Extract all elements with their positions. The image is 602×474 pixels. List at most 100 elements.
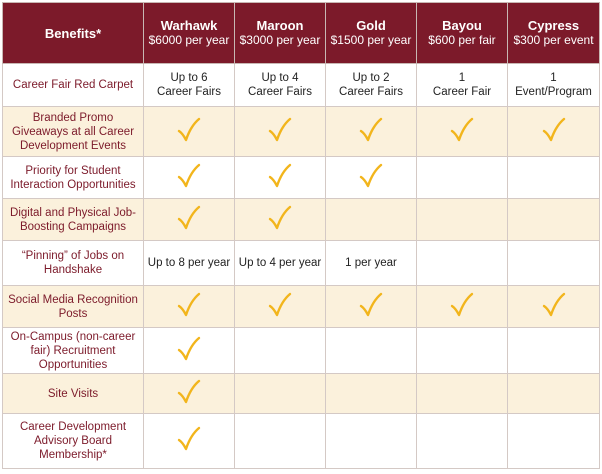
table-row: Site Visits xyxy=(2,373,600,414)
empty-cell xyxy=(325,373,417,414)
checkmark-icon xyxy=(176,116,202,144)
benefit-value-cell: Up to 2 Career Fairs xyxy=(325,63,417,107)
empty-cell xyxy=(325,327,417,374)
checkmark-icon xyxy=(267,291,293,319)
benefit-cell: “Pinning” of Jobs on Handshake xyxy=(2,240,144,286)
tier-price: $6000 per year xyxy=(148,33,230,47)
tier-header-warhawk: Warhawk $6000 per year xyxy=(143,2,235,64)
benefit-value: Up to 4 per year xyxy=(238,257,322,269)
benefit-included-cell xyxy=(234,198,326,241)
benefit-label: Site Visits xyxy=(47,387,99,400)
checkmark-icon xyxy=(176,291,202,319)
benefit-value: Event/Program xyxy=(515,86,592,98)
benefit-cell: Career Fair Red Carpet xyxy=(2,63,144,107)
benefit-label: On-Campus (non-career xyxy=(10,330,136,343)
benefit-value: Up to 8 per year xyxy=(147,257,231,269)
benefit-label: Career Fair Red Carpet xyxy=(12,79,134,91)
benefit-included-cell xyxy=(507,106,600,157)
benefit-value: Career Fairs xyxy=(157,86,221,98)
benefit-label: Boosting Campaigns xyxy=(19,220,127,233)
benefit-included-cell xyxy=(143,106,235,157)
benefits-header: Benefits* xyxy=(2,2,144,64)
benefit-cell: On-Campus (non-career fair) Recruitment Op… xyxy=(2,327,144,374)
benefit-included-cell xyxy=(143,413,235,469)
checkmark-icon xyxy=(176,425,202,453)
checkmark-icon xyxy=(267,116,293,144)
benefit-label: Posts xyxy=(58,307,88,320)
empty-cell xyxy=(234,413,326,469)
benefit-label: Opportunities xyxy=(38,358,108,371)
empty-cell xyxy=(507,413,600,469)
table-row: Social Media Recognition Posts xyxy=(2,285,600,328)
empty-cell xyxy=(507,327,600,374)
empty-cell xyxy=(234,327,326,374)
benefit-cell: Career Development Advisory Board Membersh… xyxy=(2,413,144,469)
checkmark-icon xyxy=(358,162,384,190)
benefit-label: Branded Promo xyxy=(32,111,114,124)
empty-cell xyxy=(416,327,508,374)
benefit-cell: Branded Promo Giveaways at all Career Deve… xyxy=(2,106,144,157)
empty-cell xyxy=(416,240,508,286)
benefit-included-cell xyxy=(234,285,326,328)
benefit-included-cell xyxy=(234,156,326,199)
empty-cell xyxy=(416,156,508,199)
checkmark-icon xyxy=(176,378,202,406)
empty-cell xyxy=(325,198,417,241)
tier-header-maroon: Maroon $3000 per year xyxy=(234,2,326,64)
benefit-value: Up to 4 xyxy=(261,72,299,84)
tier-name: Bayou xyxy=(442,18,482,33)
benefit-label: Career Development xyxy=(19,421,127,433)
checkmark-icon xyxy=(358,116,384,144)
benefit-included-cell xyxy=(416,285,508,328)
empty-cell xyxy=(416,198,508,241)
benefit-value-cell: 1 Career Fair xyxy=(416,63,508,107)
table-row: On-Campus (non-career fair) Recruitment Op… xyxy=(2,327,600,374)
benefit-cell: Social Media Recognition Posts xyxy=(2,285,144,328)
benefits-table: Benefits* Warhawk $6000 per year Maroon … xyxy=(2,2,600,469)
checkmark-icon xyxy=(541,291,567,319)
benefit-included-cell xyxy=(143,198,235,241)
benefit-included-cell xyxy=(416,106,508,157)
benefit-value-cell: Up to 4 per year xyxy=(234,240,326,286)
table-row: Career Fair Red Carpet Up to 6 Career Fair… xyxy=(2,63,600,107)
benefit-label: Digital and Physical Job- xyxy=(10,206,136,219)
benefit-label: “Pinning” of Jobs on xyxy=(21,250,125,262)
tier-header-cypress: Cypress $300 per event xyxy=(507,2,600,64)
tier-price: $600 per fair xyxy=(428,33,496,47)
benefit-value-cell: 1 Event/Program xyxy=(507,63,600,107)
benefit-label: Giveaways at all Career xyxy=(11,125,135,138)
benefit-value: Up to 2 xyxy=(352,72,390,84)
empty-cell xyxy=(507,373,600,414)
benefit-included-cell xyxy=(325,106,417,157)
benefit-label: Interaction Opportunities xyxy=(10,178,136,191)
checkmark-icon xyxy=(449,291,475,319)
benefit-label: Handshake xyxy=(43,264,103,276)
benefit-value: Career Fair xyxy=(432,86,492,98)
tier-header-bayou: Bayou $600 per fair xyxy=(416,2,508,64)
table-row: Digital and Physical Job- Boosting Campai… xyxy=(2,198,600,241)
benefit-label: Priority for Student xyxy=(25,164,121,177)
benefit-cell: Digital and Physical Job- Boosting Campai… xyxy=(2,198,144,241)
table-row: Branded Promo Giveaways at all Career Deve… xyxy=(2,106,600,157)
table-row: Career Development Advisory Board Membersh… xyxy=(2,413,600,469)
empty-cell xyxy=(507,156,600,199)
checkmark-icon xyxy=(176,335,202,363)
empty-cell xyxy=(325,413,417,469)
benefit-value: Career Fairs xyxy=(248,86,312,98)
benefit-label: Social Media Recognition xyxy=(8,293,138,306)
benefits-body: Career Fair Red Carpet Up to 6 Career Fair… xyxy=(2,63,600,469)
header-row: Benefits* Warhawk $6000 per year Maroon … xyxy=(2,2,600,64)
benefit-cell: Priority for Student Interaction Opportun… xyxy=(2,156,144,199)
benefit-included-cell xyxy=(143,327,235,374)
benefit-label: Advisory Board xyxy=(34,435,112,447)
checkmark-icon xyxy=(267,204,293,232)
empty-cell xyxy=(507,240,600,286)
benefit-included-cell xyxy=(325,285,417,328)
checkmark-icon xyxy=(176,162,202,190)
benefit-cell: Site Visits xyxy=(2,373,144,414)
tier-price: $300 per event xyxy=(513,33,594,47)
empty-cell xyxy=(507,198,600,241)
tier-name: Cypress xyxy=(527,18,580,33)
benefit-value: Up to 6 xyxy=(170,72,208,84)
benefit-value: Career Fairs xyxy=(339,86,403,98)
